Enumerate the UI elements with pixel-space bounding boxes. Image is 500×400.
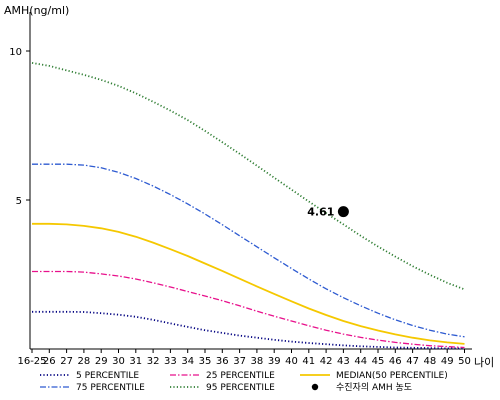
x-tick-label: 36	[216, 356, 229, 367]
x-tick-label: 27	[60, 356, 73, 367]
y-ticks: 5 10	[9, 47, 30, 207]
x-tick-label: 40	[285, 356, 298, 367]
legend: 5 PERCENTILE 25 PERCENTILE MEDIAN(50 PERCE…	[40, 371, 448, 393]
legend-label-75-percentile: 75 PERCENTILE	[76, 383, 145, 393]
x-tick-label: 45	[372, 356, 385, 367]
x-tick-label: 26	[43, 356, 56, 367]
x-tick-label: 38	[251, 356, 264, 367]
legend-label-25-percentile: 25 PERCENTILE	[206, 371, 275, 381]
series-line-5-percentile	[32, 310, 465, 350]
x-tick-label: 30	[112, 356, 125, 367]
x-tick-label: 31	[129, 356, 142, 367]
series-line-median-50-percentile	[32, 222, 465, 345]
x-tick-label: 35	[199, 356, 212, 367]
x-tick-label: 29	[95, 356, 108, 367]
series-line-75-percentile	[32, 163, 465, 338]
y-axis-title: AMH(ng/ml)	[4, 4, 69, 17]
x-tick-label: 37	[233, 356, 246, 367]
legend-label-patient: 수진자의 AMH 농도	[336, 382, 412, 393]
x-axis-title: 나이	[474, 356, 494, 369]
patient-point-dot	[337, 206, 349, 218]
legend-label-95-percentile: 95 PERCENTILE	[206, 383, 275, 393]
x-tick-label: 28	[78, 356, 91, 367]
series-lines	[31, 62, 465, 350]
series-line-25-percentile	[32, 270, 465, 349]
x-tick-label: 33	[164, 356, 177, 367]
patient-point-label: 4.61	[307, 206, 334, 219]
x-tick-label: 39	[268, 356, 281, 367]
x-tick-label: 44	[354, 356, 367, 367]
x-tick-label: 43	[337, 356, 350, 367]
x-tick-label: 41	[302, 356, 315, 367]
x-tick-label: 47	[406, 356, 419, 367]
legend-label-5-percentile: 5 PERCENTILE	[76, 371, 139, 381]
x-tick-label: 49	[441, 356, 454, 367]
legend-label-median-50-percentile: MEDIAN(50 PERCENTILE)	[336, 371, 448, 381]
x-tick-label: 48	[424, 356, 437, 367]
x-tick-label: 46	[389, 356, 402, 367]
x-tick-label: 32	[147, 356, 160, 367]
x-tick-label: 34	[181, 356, 194, 367]
series-line-95-percentile	[31, 62, 465, 291]
y-tick-label: 5	[16, 196, 22, 207]
legend-swatch-patient	[311, 383, 319, 391]
x-tick-label: 50	[458, 356, 471, 367]
x-tick-label: 42	[320, 356, 333, 367]
y-tick-label: 10	[9, 47, 22, 58]
patient-marker: 4.61	[307, 206, 349, 219]
x-tick-label: 16-25	[17, 356, 46, 367]
